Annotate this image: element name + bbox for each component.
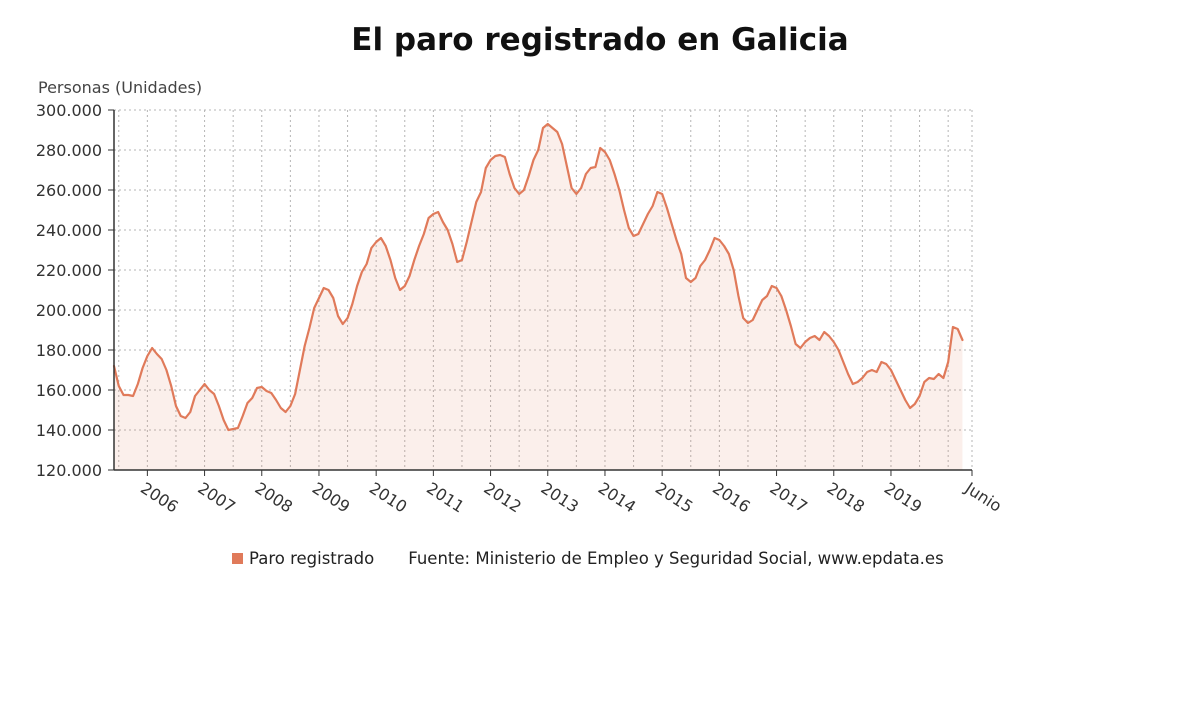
y-tick-label: 140.000: [36, 421, 102, 440]
y-tick-label: 180.000: [36, 341, 102, 360]
grid-lines: [114, 109, 973, 470]
x-tick-label: 2018: [824, 478, 868, 516]
y-tick-label: 220.000: [36, 261, 102, 280]
y-tick-label: 300.000: [36, 101, 102, 120]
x-tick-label: 2017: [766, 478, 810, 516]
y-tick-label: 280.000: [36, 141, 102, 160]
y-tick-label: 120.000: [36, 461, 102, 480]
x-tick-label: 2006: [137, 478, 181, 516]
x-tick-label: 2015: [652, 478, 696, 516]
series-area-paro-registrado: [114, 124, 963, 470]
y-tick-label: 260.000: [36, 181, 102, 200]
x-tick-label: 2011: [423, 478, 467, 516]
y-tick-label: 160.000: [36, 381, 102, 400]
x-tick-label: Junio: [961, 478, 1005, 516]
x-tick-label: 2012: [480, 478, 524, 516]
legend-swatch: [232, 553, 243, 564]
legend-series-label: Paro registrado: [249, 549, 375, 568]
y-tick-label: 240.000: [36, 221, 102, 240]
x-tick-label: 2008: [252, 478, 296, 516]
x-tick-label: 2007: [194, 478, 238, 516]
area-fill-layer: [114, 124, 963, 470]
source-note: Fuente: Ministerio de Empleo y Seguridad…: [408, 549, 944, 568]
x-tick-label: 2010: [366, 478, 410, 516]
series-line-layer: [112, 122, 964, 432]
y-tick-labels: 120.000 140.000 160.000 180.000 200.000 220.0…: [36, 101, 102, 480]
series-line-paro-registrado: [112, 122, 964, 432]
legend: Paro registrado Fuente: Ministerio de Em…: [232, 549, 944, 568]
x-tick-labels: 2006 2007 2008 2009 2010 2011 2012 2013 2014 2015…: [137, 478, 1005, 517]
y-tick-label: 200.000: [36, 301, 102, 320]
x-tick-label: 2013: [538, 478, 582, 516]
chart-title: El paro registrado en Galicia: [351, 22, 849, 58]
axes: [108, 109, 973, 476]
y-axis-label: Personas (Unidades): [38, 78, 203, 97]
x-tick-label: 2016: [709, 478, 753, 516]
x-tick-label: 2019: [881, 478, 925, 516]
x-tick-label: 2009: [309, 478, 353, 516]
x-tick-label: 2014: [595, 478, 639, 516]
